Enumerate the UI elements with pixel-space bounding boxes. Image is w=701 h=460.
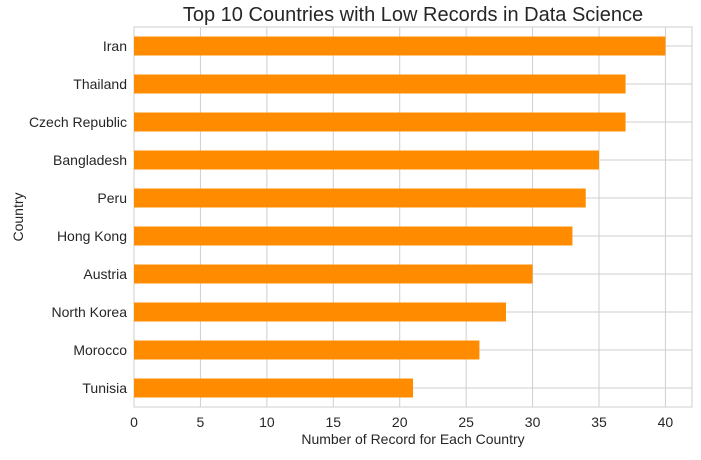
bar-thailand xyxy=(134,74,626,94)
bar-czech-republic xyxy=(134,112,626,132)
y-tick-label: North Korea xyxy=(52,304,128,320)
bar-bangladesh xyxy=(134,150,599,170)
x-tick-label: 40 xyxy=(658,414,674,430)
bar-austria xyxy=(134,264,533,284)
y-tick-labels: Iran Thailand Czech Republic Bangladesh Peru… xyxy=(29,38,127,396)
y-tick-label: Bangladesh xyxy=(53,152,127,168)
bar-iran xyxy=(134,36,666,56)
x-tick-label: 5 xyxy=(197,414,205,430)
bars xyxy=(134,36,666,398)
x-tick-label: 0 xyxy=(130,414,138,430)
chart-title: Top 10 Countries with Low Records in Dat… xyxy=(183,4,643,26)
bar-peru xyxy=(134,188,586,208)
y-tick-label: Hong Kong xyxy=(57,228,127,244)
x-tick-label: 20 xyxy=(392,414,408,430)
y-tick-label: Peru xyxy=(97,190,127,206)
bar-hong-kong xyxy=(134,226,573,246)
y-tick-label: Morocco xyxy=(73,342,127,358)
bar-north-korea xyxy=(134,302,506,322)
x-tick-label: 10 xyxy=(259,414,275,430)
y-tick-label: Iran xyxy=(103,38,127,54)
x-tick-label: 30 xyxy=(525,414,541,430)
y-tick-label: Thailand xyxy=(73,76,127,92)
y-tick-label: Czech Republic xyxy=(29,114,127,130)
x-tick-label: 15 xyxy=(325,414,341,430)
x-tick-labels: 0 5 10 15 20 25 30 35 40 xyxy=(130,414,673,430)
plot-frame xyxy=(133,26,693,408)
x-axis-label: Number of Record for Each Country xyxy=(301,431,524,447)
bar-tunisia xyxy=(134,378,413,398)
y-tick-label: Austria xyxy=(83,266,127,282)
bar-morocco xyxy=(134,340,480,360)
y-tick-label: Tunisia xyxy=(82,380,127,396)
x-tick-label: 35 xyxy=(591,414,607,430)
x-tick-label: 25 xyxy=(458,414,474,430)
y-axis-label: Country xyxy=(10,192,26,241)
